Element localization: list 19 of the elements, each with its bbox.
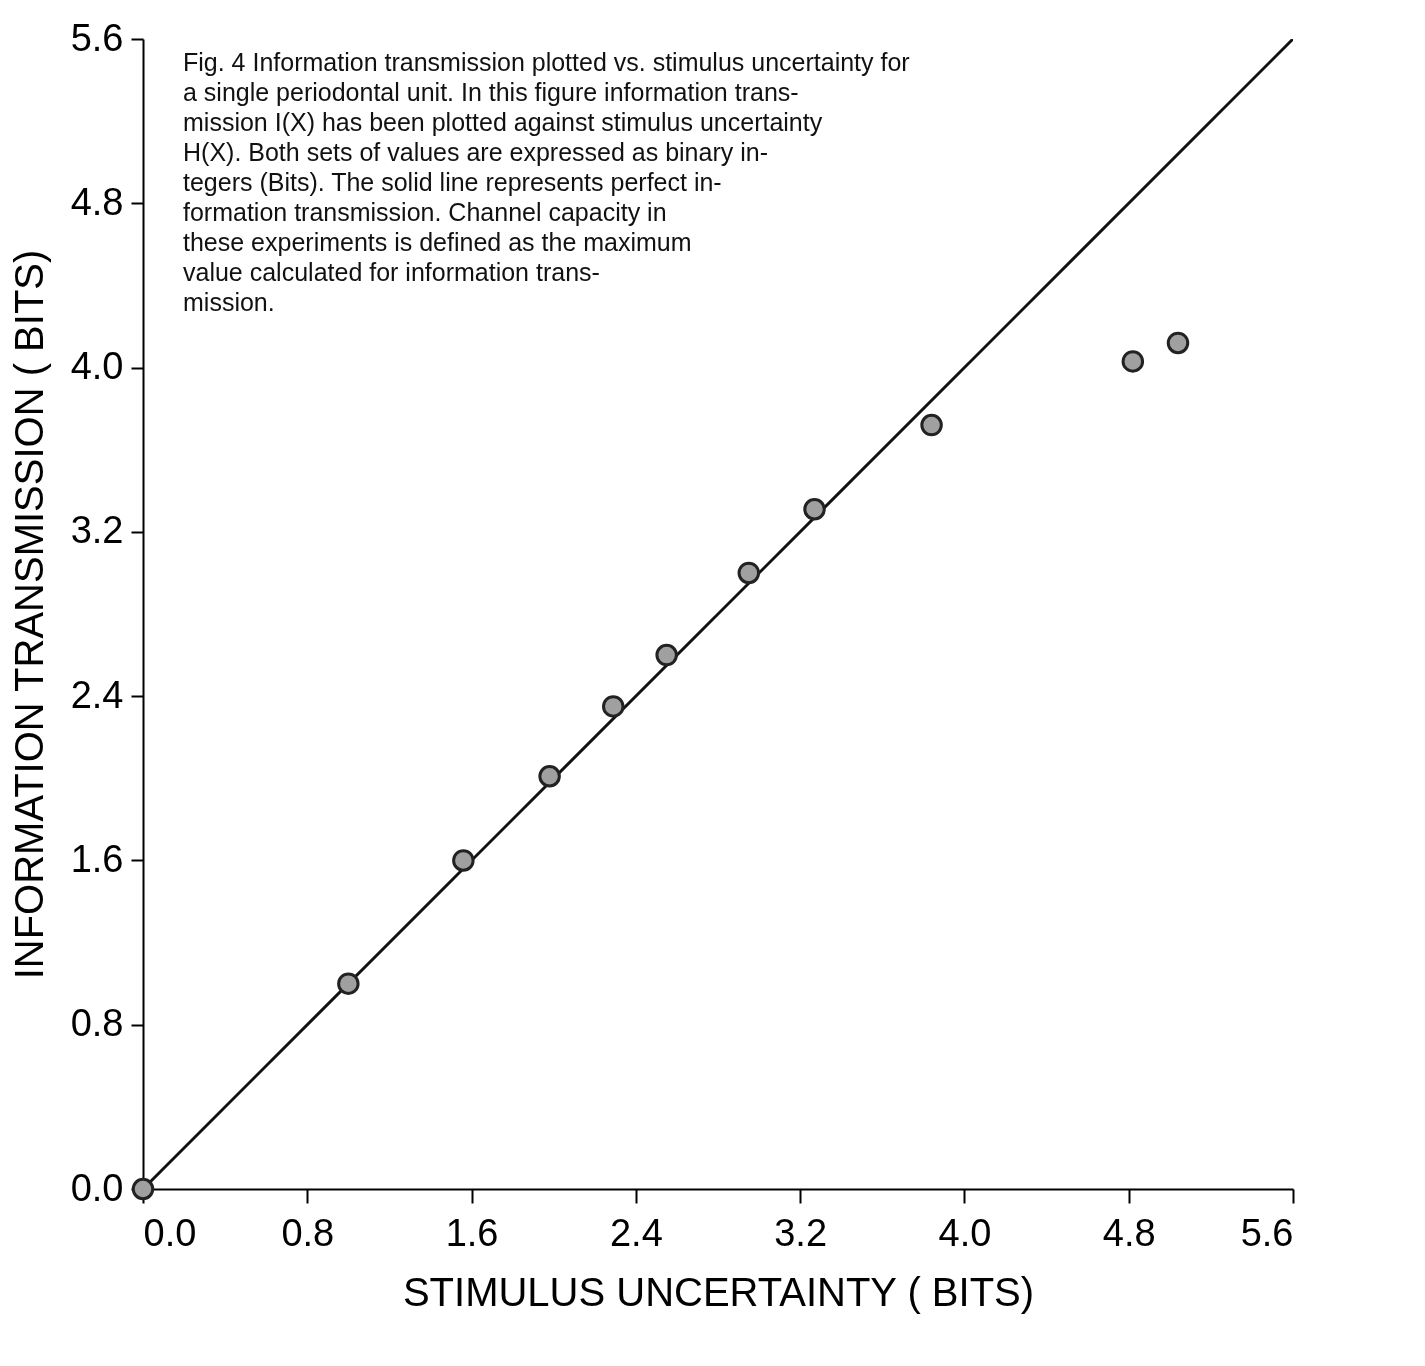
y-tick-label: 5.6 xyxy=(70,16,124,59)
x-tick-label: 0.0 xyxy=(143,1211,197,1254)
x-tick-label: 4.0 xyxy=(938,1211,992,1254)
x-tick-label: 2.4 xyxy=(609,1211,663,1254)
x-tick-label: 5.6 xyxy=(1240,1211,1294,1254)
x-axis-title: STIMULUS UNCERTAINTY ( BITS) xyxy=(402,1269,1035,1314)
y-tick-label: 3.2 xyxy=(70,509,124,552)
y-tick-label: 0.0 xyxy=(70,1166,124,1209)
text: Fig. 4 Information transmission plotted vs. stimulus uncertainty for a single periodontal unit. In this figure information trans- mission I(X) has been plotted against stimulus uncertainty H(X). Both sets of values are expressed as binary in- tegers (Bits). The solid line represents perfect in- formation transmission. Channel capacity in these experiments is defined as the maximum value calculated for information trans- mission. xyxy=(183,48,910,316)
x-tick-label: 3.2 xyxy=(774,1211,828,1254)
x-tick-label: 1.6 xyxy=(445,1211,499,1254)
y-tick-label: 4.0 xyxy=(70,345,124,388)
y-tick-label: 0.8 xyxy=(70,1002,124,1045)
y-tick-label: 4.8 xyxy=(70,180,124,223)
x-tick-label: 4.8 xyxy=(1102,1211,1156,1254)
y-tick-label: 1.6 xyxy=(70,837,124,880)
y-axis-title: INFORMATION TRANSMISSION ( BITS) xyxy=(6,249,51,980)
y-tick-label: 2.4 xyxy=(70,673,124,716)
x-tick-label: 0.8 xyxy=(281,1211,335,1254)
